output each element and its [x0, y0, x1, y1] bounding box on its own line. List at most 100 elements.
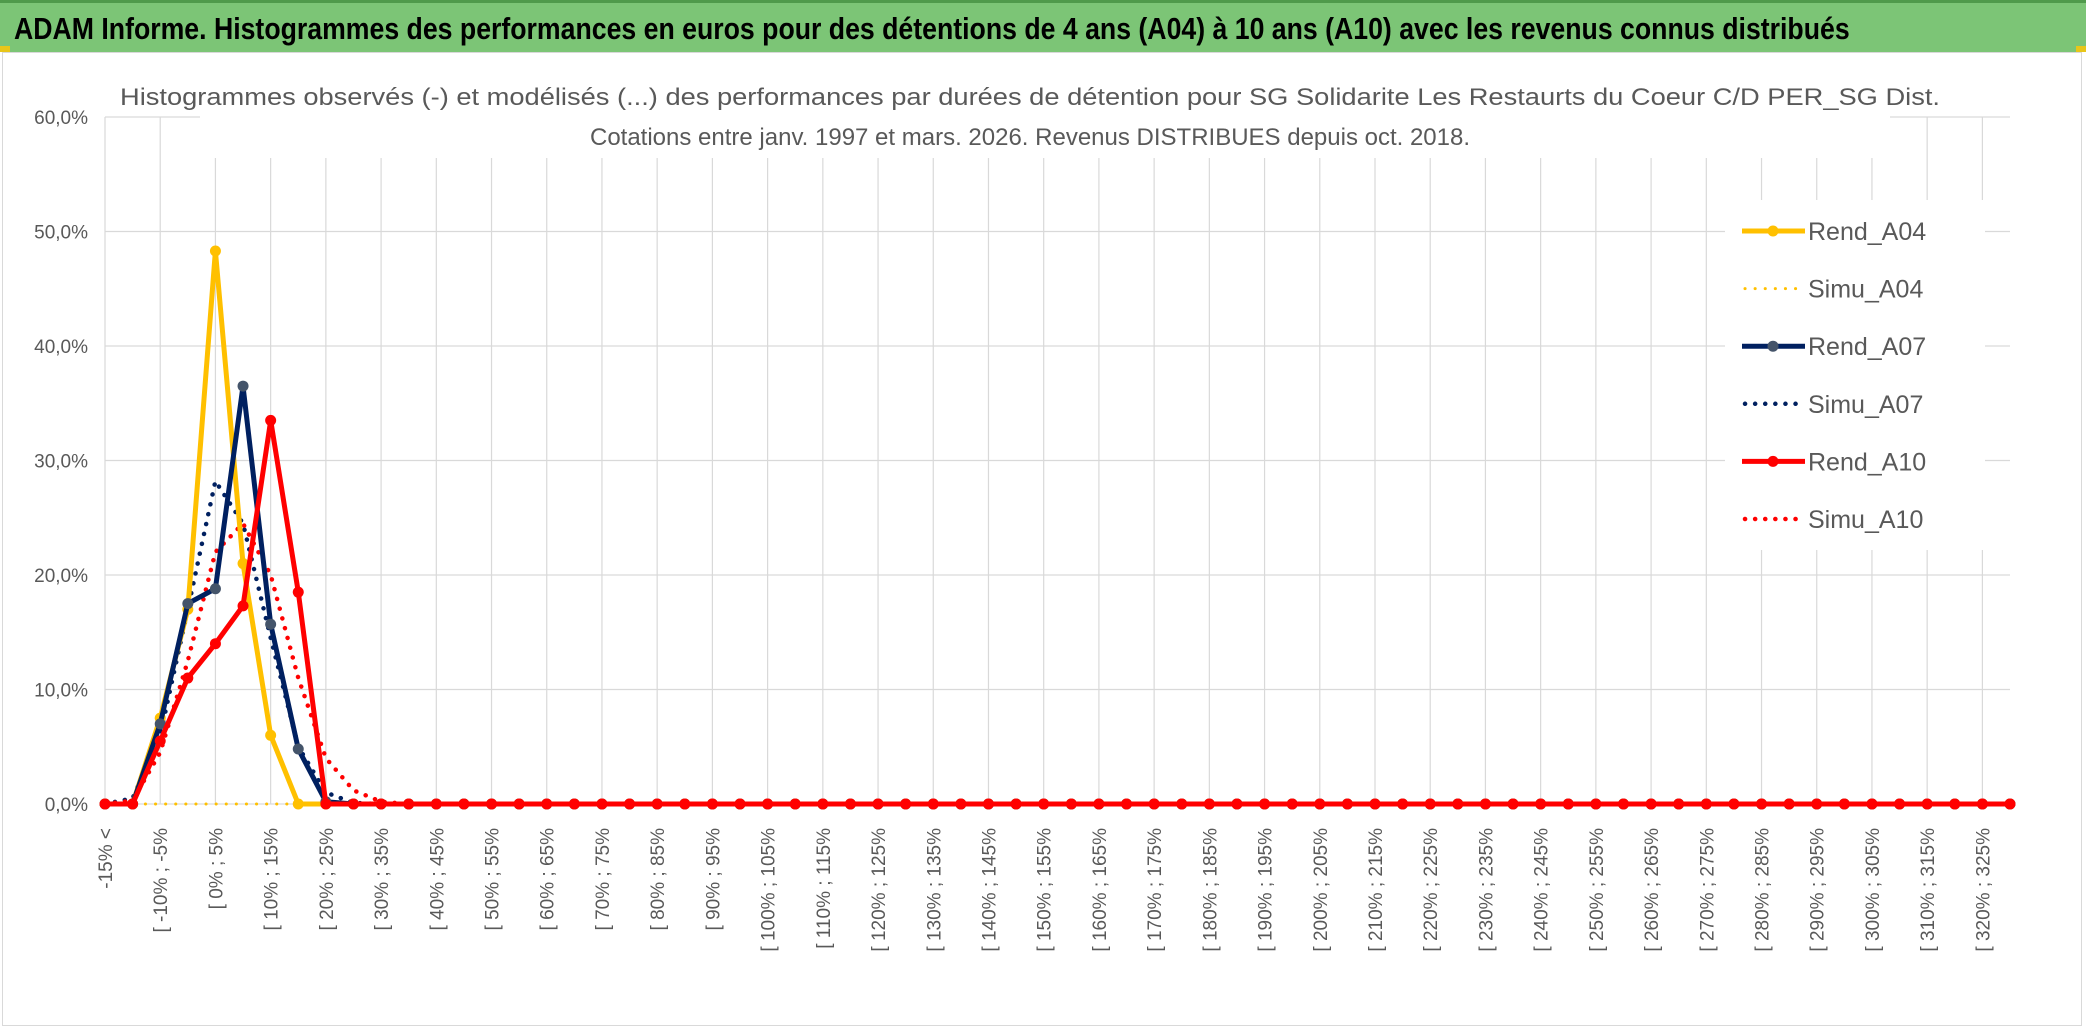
- x-tick-label: [ 250% ; 255%: [1587, 828, 1608, 952]
- data-point: [734, 798, 746, 810]
- data-point: [1976, 798, 1988, 810]
- data-point: [762, 798, 774, 810]
- data-point: [1949, 798, 1961, 810]
- x-tick-label: [ 190% ; 195%: [1256, 828, 1277, 952]
- x-tick-label: [ 260% ; 265%: [1642, 828, 1663, 952]
- data-point: [320, 798, 332, 810]
- data-point: [1065, 798, 1077, 810]
- x-tick-label: -15% <: [96, 828, 117, 889]
- x-tick-label: [ 80% ; 85%: [648, 828, 669, 931]
- legend-item-simu-a04: Simu_A04: [1743, 276, 1923, 304]
- data-point: [927, 798, 939, 810]
- data-point: [1203, 798, 1215, 810]
- series-rend-a10: [99, 414, 2016, 810]
- data-point: [486, 798, 498, 810]
- x-tick-label: [ 220% ; 225%: [1421, 828, 1442, 952]
- data-point: [237, 558, 249, 570]
- series-line: [102, 519, 2013, 807]
- data-point: [265, 618, 277, 630]
- data-point: [679, 798, 691, 810]
- data-point: [844, 798, 856, 810]
- chart-title-line1: Histogrammes observés (-) et modélisés (…: [120, 84, 1940, 111]
- data-point: [1341, 798, 1353, 810]
- data-point: [1645, 798, 1657, 810]
- data-point: [900, 798, 912, 810]
- x-tick-label: [ -10% ; -5%: [151, 828, 172, 933]
- data-point: [1894, 798, 1906, 810]
- data-point: [265, 414, 277, 426]
- legend-label: Simu_A04: [1808, 276, 1923, 304]
- x-tick-label: [ 40% ; 45%: [427, 828, 448, 931]
- y-axis: 0,0% 10,0% 20,0% 30,0% 40,0% 50,0% 60,0%: [34, 108, 88, 816]
- legend-item-rend-a07: Rend_A07: [1742, 333, 1926, 361]
- data-point: [1921, 798, 1933, 810]
- series-layer: [99, 245, 2016, 810]
- data-point: [1314, 798, 1326, 810]
- legend-label: Rend_A07: [1808, 333, 1926, 361]
- data-point: [651, 798, 663, 810]
- y-tick-label: 20,0%: [34, 566, 88, 587]
- data-point: [1562, 798, 1574, 810]
- x-tick-label: [ 320% ; 325%: [1973, 828, 1994, 952]
- legend-marker: [1767, 455, 1779, 467]
- data-point: [1038, 798, 1050, 810]
- x-tick-label: [ 310% ; 315%: [1918, 828, 1939, 952]
- data-point: [1535, 798, 1547, 810]
- data-point: [624, 798, 636, 810]
- y-tick-label: 0,0%: [45, 795, 88, 816]
- legend-label: Rend_A10: [1808, 448, 1926, 476]
- x-tick-label: [ 200% ; 205%: [1311, 828, 1332, 952]
- data-point: [513, 798, 525, 810]
- data-point: [182, 598, 194, 610]
- legend-label: Simu_A07: [1808, 391, 1923, 419]
- data-point: [1397, 798, 1409, 810]
- x-tick-label: [ 30% ; 35%: [372, 828, 393, 931]
- grid: [104, 116, 2010, 805]
- data-point: [237, 600, 249, 612]
- legend-label: Rend_A04: [1808, 218, 1926, 246]
- x-tick-label: [ 120% ; 125%: [869, 828, 890, 952]
- data-point: [1148, 798, 1160, 810]
- x-tick-label: [ 140% ; 145%: [979, 828, 1000, 952]
- x-tick-label: [ 60% ; 65%: [538, 828, 559, 931]
- data-point: [789, 798, 801, 810]
- y-tick-label: 30,0%: [34, 452, 88, 473]
- data-point: [955, 798, 967, 810]
- data-point: [292, 743, 304, 755]
- data-point: [209, 583, 221, 595]
- data-point: [154, 735, 166, 747]
- legend-item-simu-a07: Simu_A07: [1742, 391, 1923, 419]
- data-point: [1010, 798, 1022, 810]
- x-tick-label: [ 70% ; 75%: [593, 828, 614, 931]
- data-point: [292, 586, 304, 598]
- x-tick-label: [ 0% ; 5%: [206, 828, 227, 909]
- series-line: [102, 475, 2013, 807]
- data-point: [596, 798, 608, 810]
- data-point: [1783, 798, 1795, 810]
- x-axis: -15% < [ -10% ; -5% [ 0% ; 5% [ 10% ; 15% [ …: [96, 828, 1994, 952]
- x-tick-label: [ 210% ; 215%: [1366, 828, 1387, 952]
- x-tick-label: [ 230% ; 235%: [1476, 828, 1497, 952]
- data-point: [1617, 798, 1629, 810]
- data-point: [1700, 798, 1712, 810]
- x-tick-label: [ 160% ; 165%: [1090, 828, 1111, 952]
- data-point: [1259, 798, 1271, 810]
- x-tick-label: [ 20% ; 25%: [317, 828, 338, 931]
- corner-mark-left: [0, 46, 10, 52]
- data-point: [182, 672, 194, 684]
- data-point: [430, 798, 442, 810]
- chart-frame: [2, 52, 2082, 1026]
- data-point: [209, 245, 221, 257]
- data-point: [817, 798, 829, 810]
- y-tick-label: 50,0%: [34, 223, 88, 244]
- series-line: [105, 248, 2010, 807]
- data-point: [1756, 798, 1768, 810]
- x-tick-label: [ 130% ; 135%: [924, 828, 945, 952]
- y-tick-label: 10,0%: [34, 681, 88, 702]
- data-point: [568, 798, 580, 810]
- data-point: [209, 638, 221, 650]
- data-point: [1424, 798, 1436, 810]
- data-point: [237, 380, 249, 392]
- report-title: ADAM Informe. Histogrammes des performan…: [14, 11, 1850, 46]
